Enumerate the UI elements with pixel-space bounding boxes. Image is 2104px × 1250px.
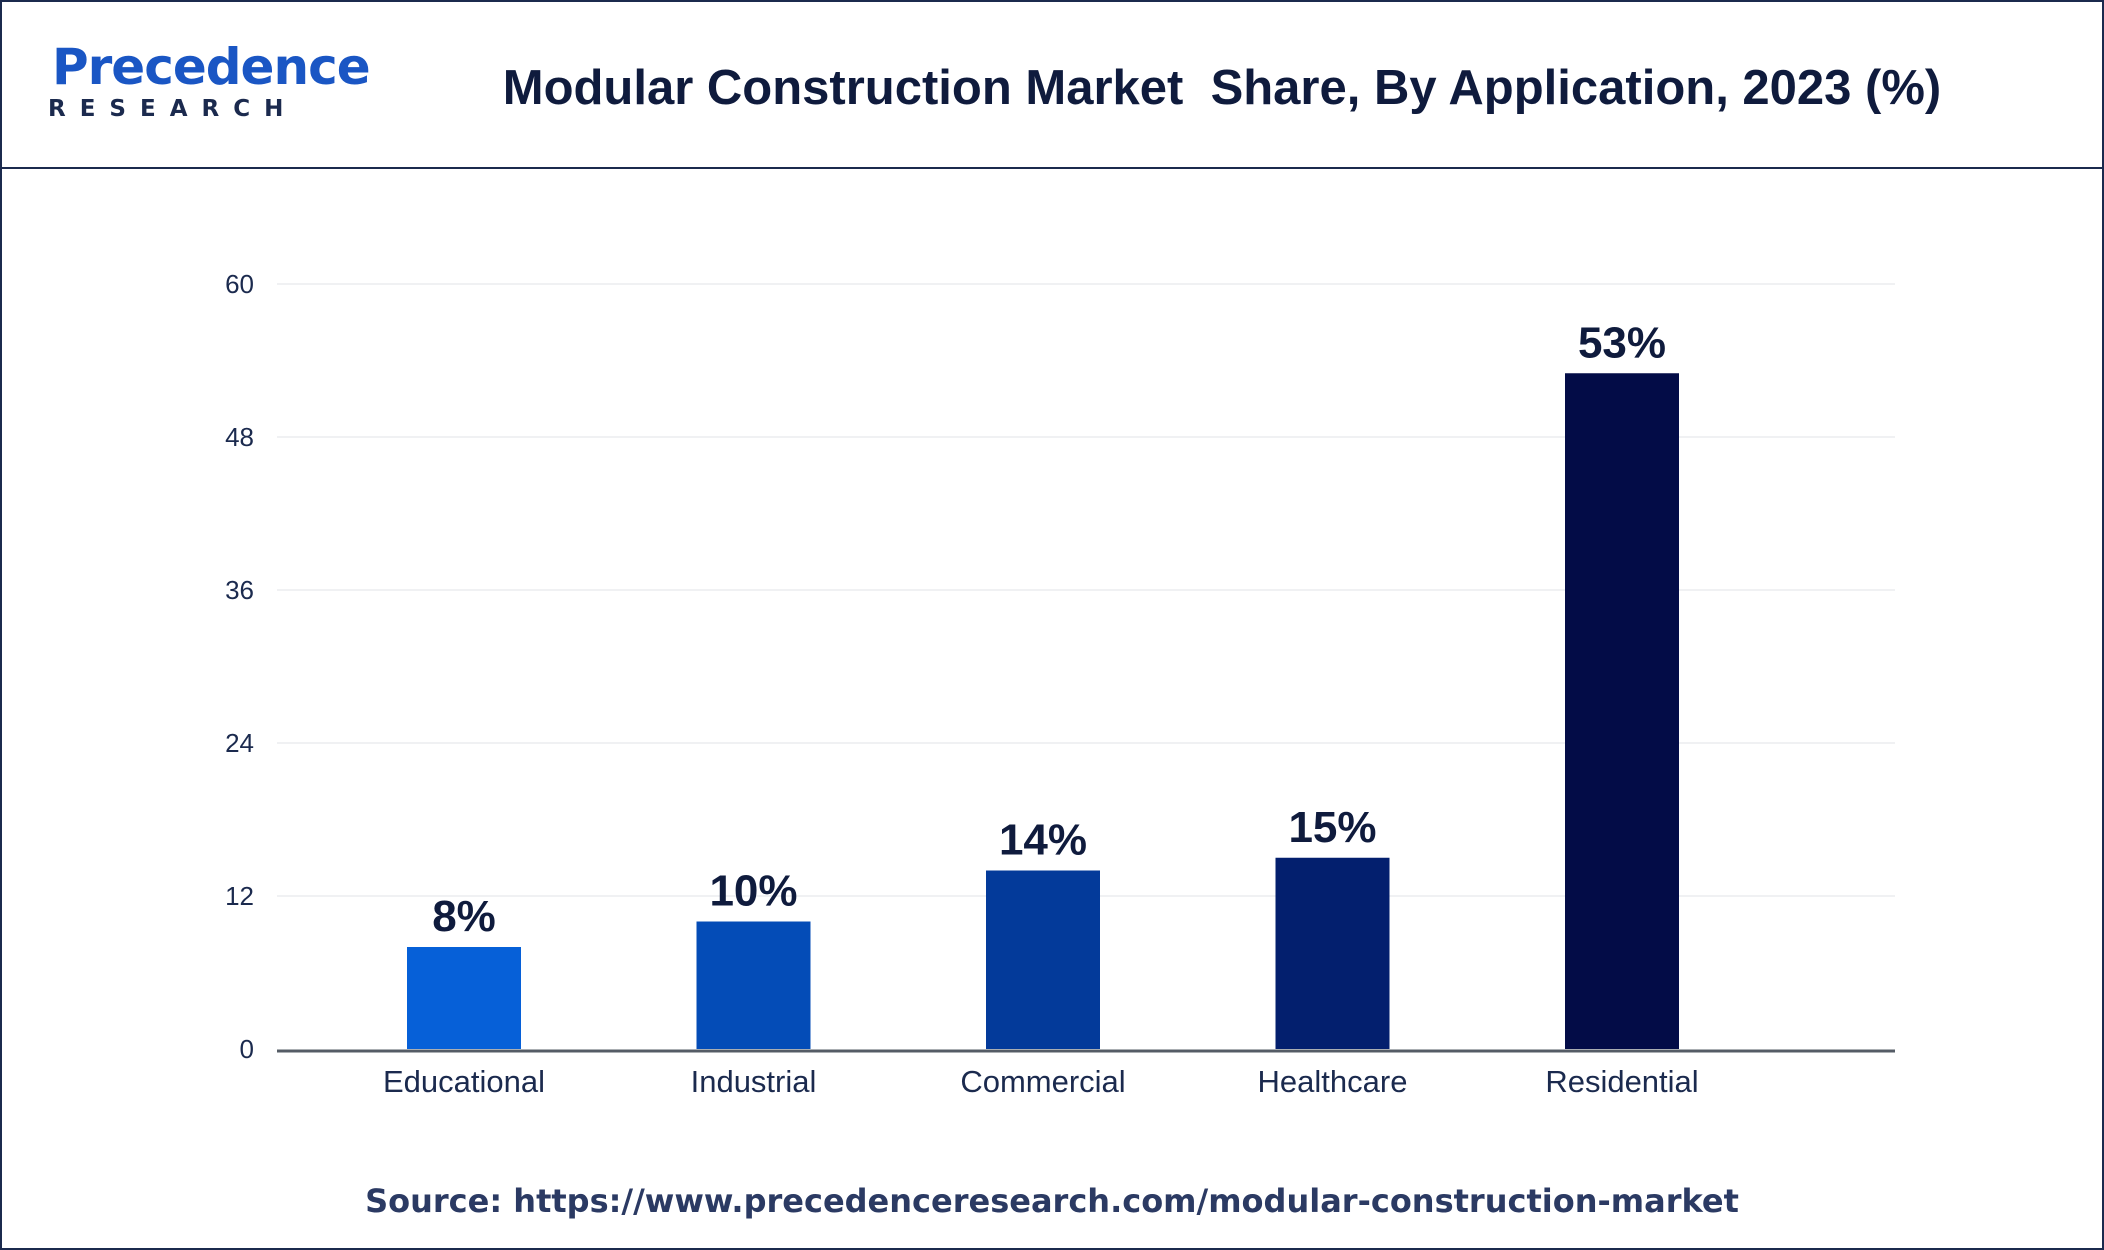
y-tick-label: 12: [225, 881, 254, 911]
y-tick-label: 60: [225, 269, 254, 299]
y-axis-ticks: 0 12 24 36 48 60: [225, 269, 254, 1064]
y-tick-label: 0: [240, 1034, 254, 1064]
data-labels: 8% 10% 14% 15% 53%: [432, 318, 1666, 941]
bar-educational: [407, 947, 521, 1049]
logo-subtitle: RESEARCH: [48, 96, 298, 122]
header: Precedence RESEARCH Modular Construction…: [2, 2, 2102, 169]
data-label: 15%: [1288, 803, 1376, 852]
precedence-research-logo: Precedence RESEARCH: [40, 38, 371, 128]
x-tick-label: Residential: [1545, 1064, 1698, 1099]
y-tick-label: 48: [225, 422, 254, 452]
x-tick-label: Educational: [383, 1064, 545, 1099]
logo-wordmark: Precedence: [52, 38, 371, 96]
y-tick-label: 36: [225, 575, 254, 605]
source-note: Source: https://www.precedenceresearch.c…: [365, 1182, 1739, 1220]
x-tick-label: Industrial: [691, 1064, 817, 1099]
bar-chart: 0 12 24 36 48 60 8% 10% 14% 15% 53% Educational In…: [225, 269, 1895, 1099]
data-label: 53%: [1578, 318, 1666, 367]
x-tick-label: Healthcare: [1258, 1064, 1408, 1099]
data-label: 14%: [999, 816, 1087, 865]
x-tick-label: Commercial: [960, 1064, 1125, 1099]
chart-title: Modular Construction Market Share, By Ap…: [502, 61, 1942, 115]
bar-healthcare: [1275, 857, 1390, 1049]
bars: [407, 373, 1679, 1049]
bar-commercial: [986, 870, 1100, 1049]
bar-industrial: [696, 921, 811, 1049]
y-tick-label: 24: [225, 728, 254, 758]
x-axis-ticks: Educational Industrial Commercial Healthcar…: [383, 1064, 1699, 1099]
data-label: 10%: [709, 867, 797, 916]
bar-residential: [1565, 373, 1679, 1049]
data-label: 8%: [432, 892, 496, 941]
